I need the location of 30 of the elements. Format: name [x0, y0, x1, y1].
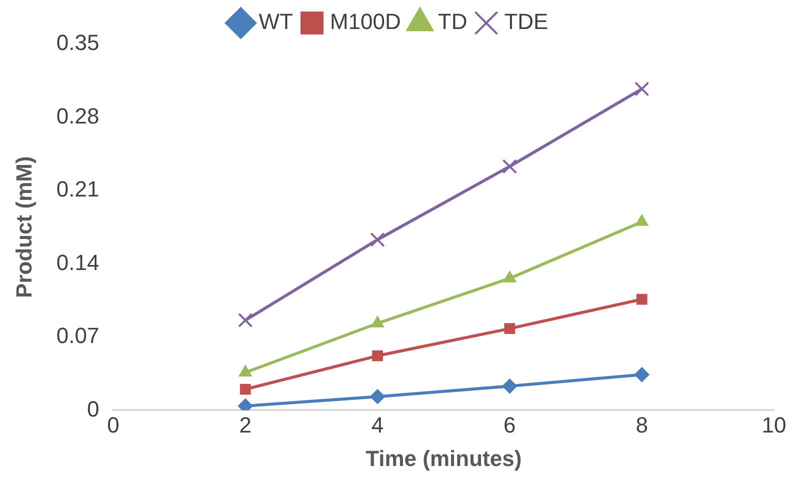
legend-label: WT — [258, 9, 293, 34]
x-tick-label: 2 — [239, 412, 252, 438]
x-tick-label: 10 — [762, 412, 786, 438]
y-tick-label: 0.14 — [56, 250, 100, 275]
point — [504, 323, 516, 334]
point — [238, 365, 252, 377]
y-tick-label: 0.21 — [56, 176, 100, 202]
point — [240, 384, 251, 395]
point — [634, 82, 650, 96]
x-tick-label: 6 — [504, 412, 516, 438]
x-tick-label: 0 — [107, 412, 120, 438]
point — [502, 378, 518, 394]
x-tick-label: 8 — [636, 412, 648, 438]
x-tick-label: 4 — [371, 412, 384, 438]
point — [636, 294, 648, 305]
y-tick-label: 0 — [86, 396, 100, 422]
y-axis-title: Product (mM) — [11, 156, 36, 298]
y-tick-label: 0.35 — [56, 30, 100, 56]
x-axis-title: Time (minutes) — [366, 446, 522, 471]
legend-label: TD — [438, 9, 468, 34]
point — [370, 232, 385, 248]
point — [502, 159, 518, 174]
point — [370, 389, 386, 404]
point — [238, 312, 253, 328]
point — [372, 350, 383, 362]
y-tick-label: 0.07 — [56, 323, 100, 348]
legend-label: TDE — [504, 9, 548, 34]
point — [634, 367, 650, 382]
y-tick-label: 0.28 — [56, 103, 100, 128]
legend-label: M100D — [330, 9, 401, 34]
